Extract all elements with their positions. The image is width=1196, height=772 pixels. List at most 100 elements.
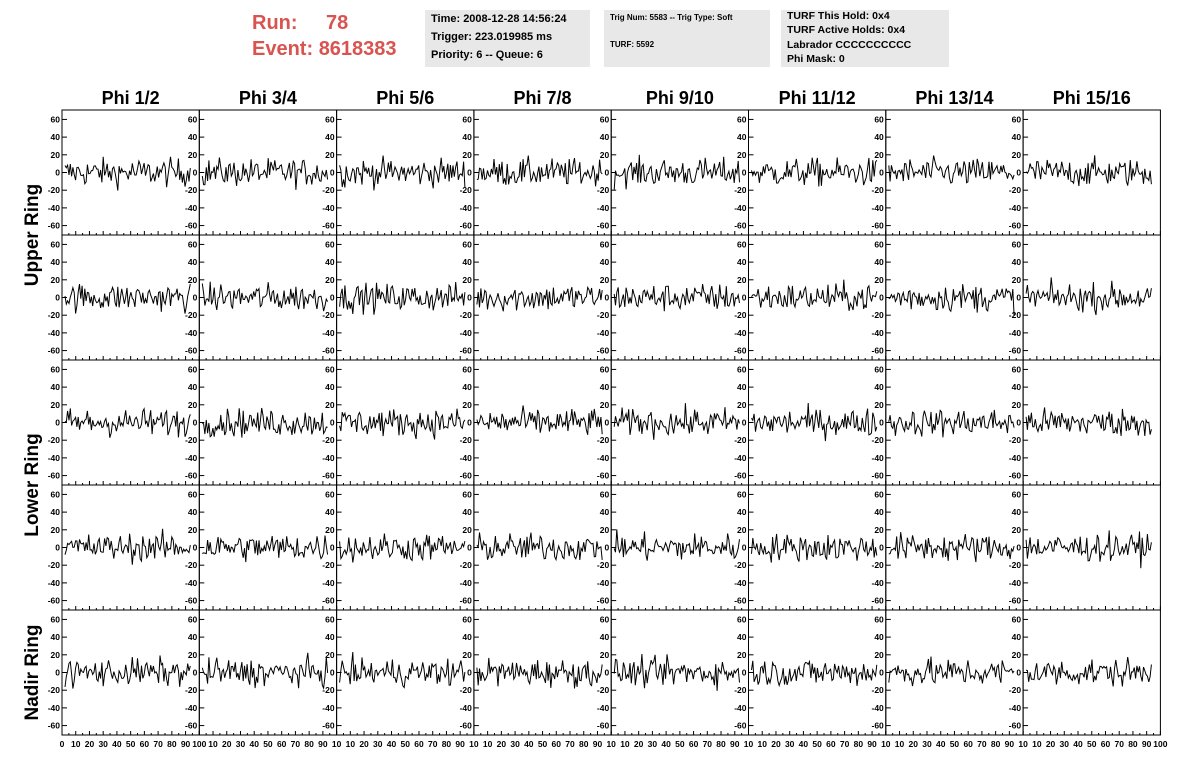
y-tick-label: -60 xyxy=(597,596,610,606)
y-tick-label: -40 xyxy=(48,578,61,588)
waveform-trace xyxy=(888,284,1015,316)
y-tick-label: 60 xyxy=(1012,239,1022,249)
y-tick-label: -40 xyxy=(185,203,198,213)
row-group-title: Lower Ring xyxy=(22,433,43,536)
y-tick-label: 20 xyxy=(462,650,472,660)
y-tick-label: -40 xyxy=(734,203,747,213)
y-tick-label: -60 xyxy=(460,471,473,481)
x-tick-label: 50 xyxy=(401,739,411,749)
x-tick-label: 40 xyxy=(1073,739,1083,749)
y-tick-label: -40 xyxy=(734,453,747,463)
waveform-trace xyxy=(64,528,191,565)
y-tick-label: 40 xyxy=(51,632,61,642)
y-tick-label: -60 xyxy=(597,221,610,231)
waveform-trace xyxy=(751,402,878,442)
y-tick-label: 40 xyxy=(1012,382,1022,392)
y-tick-label: -20 xyxy=(597,560,610,570)
y-tick-label: 0 xyxy=(55,543,60,553)
y-tick-label: 0 xyxy=(742,293,747,303)
waveform-trace xyxy=(64,407,191,438)
y-tick-label: 0 xyxy=(193,543,198,553)
y-tick-label: 0 xyxy=(879,668,884,678)
y-tick-label: 20 xyxy=(737,525,747,535)
y-tick-label: 0 xyxy=(742,168,747,178)
y-tick-label: -40 xyxy=(1009,328,1022,338)
waveform-trace xyxy=(613,403,740,440)
y-tick-label: -60 xyxy=(1009,346,1022,356)
waveform-trace xyxy=(476,285,603,312)
y-tick-label: -60 xyxy=(185,346,198,356)
y-tick-label: 40 xyxy=(325,132,335,142)
y-tick-label: 0 xyxy=(1016,293,1021,303)
y-tick-label: 40 xyxy=(462,132,472,142)
y-tick-label: 0 xyxy=(742,668,747,678)
y-tick-label: 0 xyxy=(1016,668,1021,678)
y-tick-label: 60 xyxy=(737,114,747,124)
x-tick-label: 10 xyxy=(71,739,81,749)
y-tick-label: 40 xyxy=(1012,507,1022,517)
y-tick-label: 0 xyxy=(604,668,609,678)
y-tick-label: 20 xyxy=(600,275,610,285)
y-tick-label: -20 xyxy=(322,560,335,570)
y-tick-label: -40 xyxy=(48,328,61,338)
y-tick-label: -40 xyxy=(872,203,885,213)
y-tick-label: 60 xyxy=(325,364,335,374)
x-tick-label: 70 xyxy=(703,739,713,749)
y-tick-label: -20 xyxy=(185,185,198,195)
y-tick-label: 20 xyxy=(1012,150,1022,160)
panel-frame xyxy=(336,609,475,736)
y-tick-label: 20 xyxy=(737,400,747,410)
y-tick-label: 20 xyxy=(874,650,884,660)
y-tick-label: 20 xyxy=(188,650,198,660)
waveform-trace xyxy=(201,281,329,312)
y-tick-label: -40 xyxy=(597,703,610,713)
y-tick-label: -60 xyxy=(48,596,61,606)
y-tick-label: 0 xyxy=(193,168,198,178)
y-tick-label: 0 xyxy=(55,668,60,678)
column-title: Phi 7/8 xyxy=(514,88,572,108)
column-title: Phi 3/4 xyxy=(239,88,297,108)
y-tick-label: -60 xyxy=(734,471,747,481)
priority-text: Priority: 6 -- Queue: 6 xyxy=(431,49,543,61)
waveform-trace xyxy=(201,157,329,190)
event-label: Event: xyxy=(252,38,314,60)
x-tick-label: 20 xyxy=(359,739,369,749)
waveform-trace xyxy=(613,284,740,312)
y-tick-label: -20 xyxy=(734,685,747,695)
waveform-trace xyxy=(202,535,329,563)
waveform-trace xyxy=(751,157,878,187)
y-tick-label: 20 xyxy=(874,400,884,410)
y-tick-label: -60 xyxy=(48,346,61,356)
y-tick-label: -60 xyxy=(872,721,885,731)
y-tick-label: -20 xyxy=(872,435,885,445)
y-tick-label: 20 xyxy=(600,525,610,535)
trig-num-text: Trig Num: 5583 -- Trig Type: Soft xyxy=(610,13,733,22)
x-tick-label: 10 xyxy=(483,739,493,749)
y-tick-label: 20 xyxy=(325,150,335,160)
y-tick-label: 60 xyxy=(874,239,884,249)
y-tick-label: 40 xyxy=(51,507,61,517)
x-tick-label: 30 xyxy=(1060,739,1070,749)
x-tick-label: 80 xyxy=(854,739,864,749)
y-tick-label: 20 xyxy=(1012,275,1022,285)
y-tick-label: 20 xyxy=(737,275,747,285)
y-tick-label: 0 xyxy=(604,168,609,178)
y-tick-label: 0 xyxy=(467,418,472,428)
y-tick-label: 20 xyxy=(188,275,198,285)
y-tick-label: 60 xyxy=(737,489,747,499)
y-tick-label: 40 xyxy=(188,507,198,517)
y-tick-label: 60 xyxy=(874,614,884,624)
waveform-trace xyxy=(1025,656,1152,687)
y-tick-label: 20 xyxy=(325,275,335,285)
x-tick-label: 20 xyxy=(497,739,507,749)
y-tick-label: 20 xyxy=(51,400,61,410)
y-tick-label: 60 xyxy=(600,489,610,499)
waveform-trace xyxy=(339,651,466,689)
x-tick-label: 70 xyxy=(428,739,438,749)
x-tick-label: 40 xyxy=(249,739,259,749)
y-tick-label: 20 xyxy=(1012,525,1022,535)
y-tick-label: 0 xyxy=(55,418,60,428)
x-tick-label: 80 xyxy=(167,739,177,749)
y-tick-label: 40 xyxy=(188,257,198,267)
y-tick-label: -20 xyxy=(872,185,885,195)
